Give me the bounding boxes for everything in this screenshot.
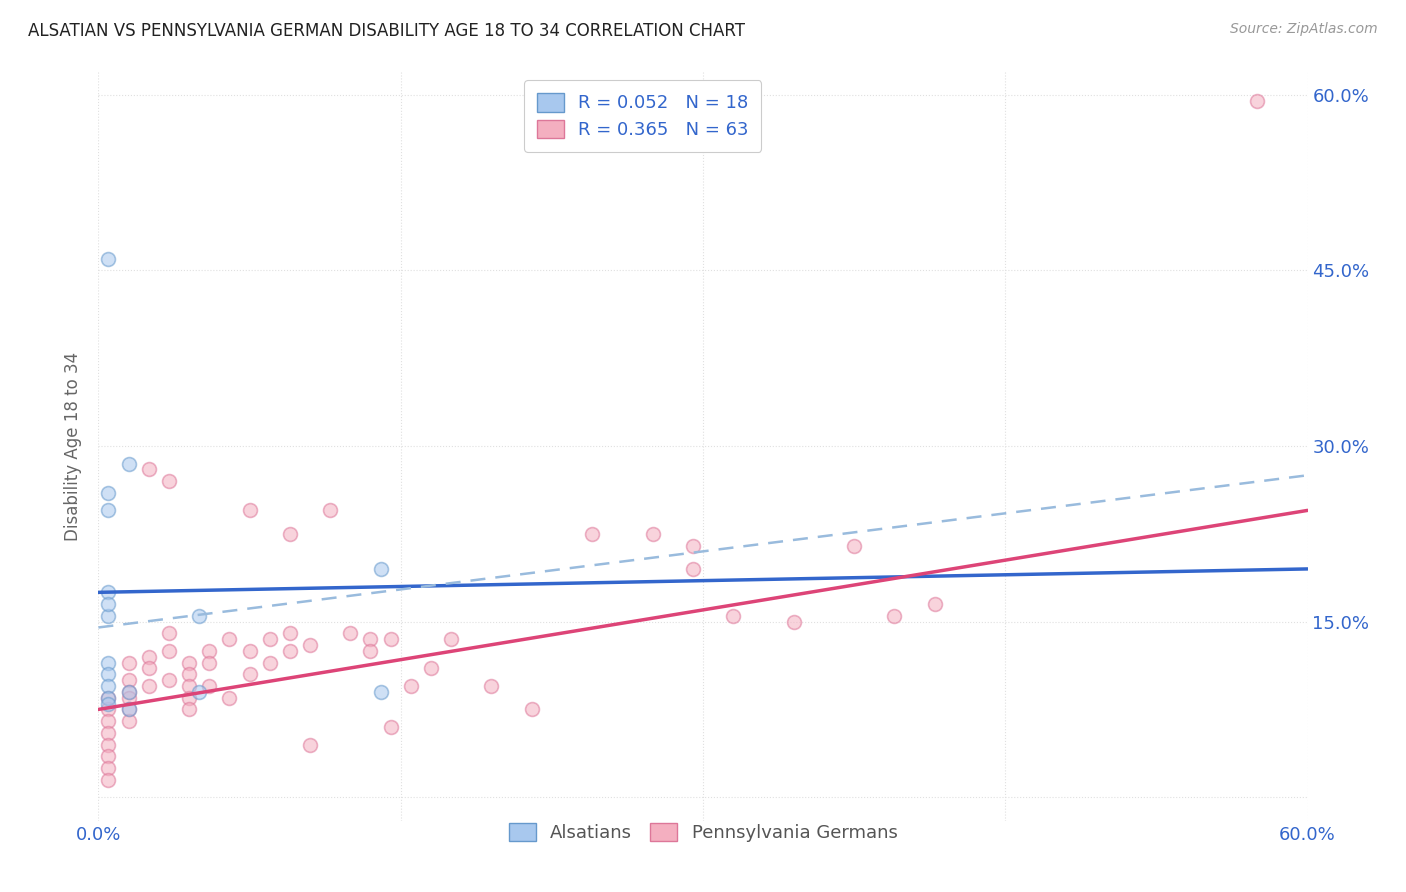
Point: [97, 726, 120, 740]
Point: [198, 656, 221, 670]
Point: [218, 632, 240, 647]
Point: [97, 608, 120, 623]
Point: [179, 667, 201, 681]
Point: [299, 638, 322, 652]
Point: [259, 632, 281, 647]
Point: [188, 608, 211, 623]
Point: [97, 690, 120, 705]
Point: [157, 474, 180, 488]
Point: [278, 526, 301, 541]
Point: [97, 597, 120, 611]
Point: [97, 761, 120, 775]
Text: ALSATIAN VS PENNSYLVANIA GERMAN DISABILITY AGE 18 TO 34 CORRELATION CHART: ALSATIAN VS PENNSYLVANIA GERMAN DISABILI…: [28, 22, 745, 40]
Point: [118, 673, 141, 688]
Point: [844, 539, 866, 553]
Point: [440, 632, 463, 647]
Point: [138, 661, 160, 675]
Point: [723, 608, 745, 623]
Point: [97, 738, 120, 752]
Point: [97, 697, 120, 711]
Point: [399, 679, 422, 693]
Point: [97, 252, 120, 266]
Point: [259, 656, 281, 670]
Point: [319, 503, 342, 517]
Point: [370, 685, 392, 699]
Point: [239, 644, 262, 658]
Text: Source: ZipAtlas.com: Source: ZipAtlas.com: [1230, 22, 1378, 37]
Point: [179, 679, 201, 693]
Legend: Alsatians, Pennsylvania Germans: Alsatians, Pennsylvania Germans: [502, 815, 904, 849]
Point: [118, 685, 141, 699]
Point: [339, 626, 361, 640]
Point: [278, 644, 301, 658]
Point: [97, 690, 120, 705]
Point: [97, 656, 120, 670]
Point: [520, 702, 543, 716]
Point: [188, 685, 211, 699]
Point: [118, 685, 141, 699]
Point: [138, 462, 160, 476]
Point: [299, 738, 322, 752]
Point: [179, 690, 201, 705]
Point: [198, 679, 221, 693]
Point: [179, 702, 201, 716]
Point: [278, 626, 301, 640]
Point: [118, 714, 141, 728]
Point: [97, 749, 120, 764]
Point: [370, 562, 392, 576]
Point: [198, 644, 221, 658]
Y-axis label: Disability Age 18 to 34: Disability Age 18 to 34: [65, 351, 83, 541]
Point: [97, 485, 120, 500]
Point: [118, 702, 141, 716]
Point: [641, 526, 664, 541]
Point: [97, 679, 120, 693]
Point: [581, 526, 603, 541]
Point: [97, 585, 120, 599]
Point: [97, 503, 120, 517]
Point: [481, 679, 503, 693]
Point: [924, 597, 946, 611]
Point: [97, 714, 120, 728]
Point: [157, 644, 180, 658]
Point: [157, 673, 180, 688]
Point: [118, 457, 141, 471]
Point: [118, 656, 141, 670]
Point: [380, 720, 402, 734]
Point: [239, 667, 262, 681]
Point: [360, 644, 382, 658]
Point: [420, 661, 443, 675]
Point: [783, 615, 806, 629]
Point: [97, 772, 120, 787]
Point: [118, 690, 141, 705]
Point: [138, 649, 160, 664]
Point: [682, 562, 704, 576]
Point: [380, 632, 402, 647]
Point: [883, 608, 905, 623]
Point: [118, 702, 141, 716]
Point: [97, 702, 120, 716]
Point: [1246, 94, 1268, 108]
Point: [682, 539, 704, 553]
Point: [360, 632, 382, 647]
Point: [97, 667, 120, 681]
Point: [179, 656, 201, 670]
Point: [239, 503, 262, 517]
Point: [138, 679, 160, 693]
Point: [218, 690, 240, 705]
Point: [157, 626, 180, 640]
